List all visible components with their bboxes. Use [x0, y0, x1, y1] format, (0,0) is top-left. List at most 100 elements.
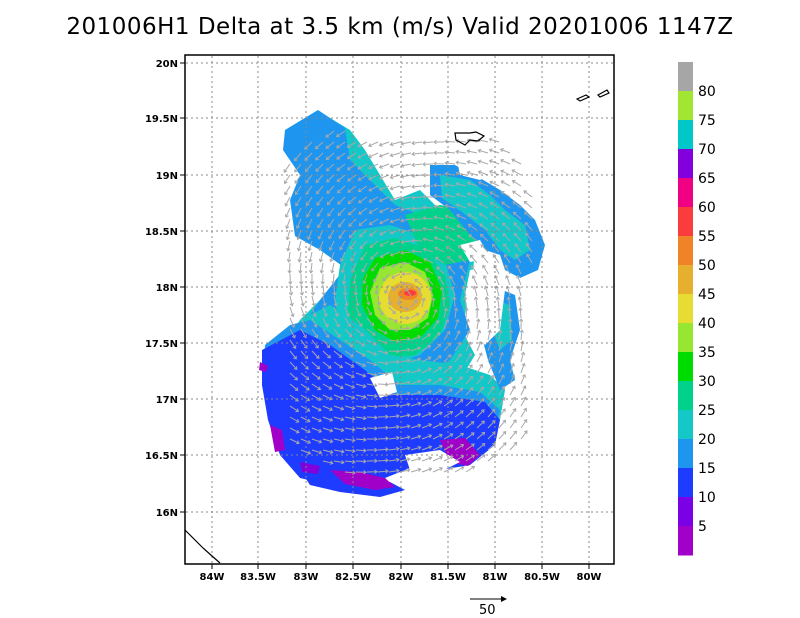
wind-vector-head	[514, 243, 519, 247]
wind-vector	[377, 328, 388, 334]
wind-vector-head	[358, 210, 363, 215]
wind-vector	[443, 342, 451, 352]
wind-vector-head	[489, 363, 494, 368]
wind-vector-head	[449, 275, 454, 280]
wind-vector-head	[492, 442, 496, 447]
wind-vector-head	[490, 223, 495, 227]
wind-vector	[410, 358, 421, 363]
wind-vector-head	[389, 197, 394, 202]
wind-vector	[284, 185, 291, 195]
wind-vector-head	[459, 399, 464, 403]
wind-vector-head	[411, 184, 415, 189]
wind-vector-head	[306, 418, 311, 423]
wind-vector-head	[438, 422, 443, 427]
wind-vector-head	[431, 297, 436, 301]
wind-vector	[326, 152, 335, 160]
wind-vector	[516, 264, 522, 275]
wind-vector	[487, 409, 495, 418]
wind-vector-head	[374, 447, 378, 453]
wind-vector-head	[400, 163, 405, 168]
wind-vector-head	[500, 363, 505, 367]
wind-vector	[471, 265, 478, 275]
wind-vector	[470, 255, 478, 264]
wind-vector	[369, 240, 379, 248]
wind-vector	[325, 141, 335, 149]
wind-vector	[289, 361, 298, 370]
wind-vector	[388, 317, 398, 323]
wind-vector	[422, 217, 434, 220]
colorbar-segment	[678, 439, 693, 469]
wind-vector	[379, 174, 390, 180]
wind-vector-head	[449, 399, 454, 404]
wind-vector	[360, 251, 368, 261]
wind-vector	[357, 152, 368, 159]
wind-vector	[399, 359, 410, 363]
wind-vector-head	[387, 302, 392, 306]
wind-vector-head	[325, 145, 330, 149]
wind-vector-head	[389, 153, 394, 158]
wind-vector	[498, 431, 507, 440]
wind-vector	[300, 306, 305, 317]
wind-vector-head	[364, 292, 369, 296]
wind-vector	[467, 203, 478, 209]
wind-vector-head	[305, 202, 310, 207]
wind-vector	[487, 386, 495, 396]
wind-vector	[298, 251, 302, 262]
wind-vector-head	[406, 358, 411, 363]
wind-vector	[344, 328, 352, 337]
wind-vector-head	[302, 324, 307, 328]
wind-vector	[333, 405, 344, 410]
wind-vector-head	[329, 407, 333, 412]
wind-vector-head	[428, 378, 432, 383]
wind-vector-head	[433, 204, 438, 209]
wind-vector-head	[350, 257, 355, 262]
wind-vector	[498, 420, 506, 429]
wind-vector	[300, 427, 311, 433]
colorbar-label: 10	[698, 490, 716, 506]
wind-vector	[390, 218, 401, 223]
wind-vector-head	[492, 254, 497, 258]
wind-vector-head	[330, 269, 335, 274]
wind-vector-head	[499, 351, 504, 356]
wind-vector	[465, 443, 475, 451]
wind-vector	[355, 361, 366, 367]
wind-vector	[478, 171, 489, 176]
wind-vector	[429, 287, 434, 297]
wind-vector	[349, 229, 357, 238]
wind-vector	[434, 247, 445, 253]
wind-vector-head	[389, 175, 394, 180]
wind-vector-head	[296, 440, 300, 445]
wind-vector	[388, 328, 398, 332]
wind-vector-head	[289, 302, 294, 307]
wind-vector	[501, 201, 511, 209]
wind-vector-head	[512, 396, 516, 401]
x-tick-label: 83.5W	[240, 572, 276, 583]
wind-vector	[443, 308, 447, 319]
y-tick-label: 16N	[156, 508, 178, 519]
wind-vector-head	[400, 250, 404, 256]
wind-vector	[355, 372, 366, 377]
wind-vector-head	[304, 157, 309, 161]
wind-vector	[498, 352, 503, 363]
wind-vector	[468, 224, 478, 231]
wind-vector	[410, 413, 421, 418]
wind-vector	[390, 152, 401, 157]
wind-vector	[432, 434, 443, 440]
wind-vector-head	[384, 290, 389, 294]
wind-vector-head	[477, 180, 482, 185]
wind-vector	[524, 222, 533, 231]
wind-vector	[481, 254, 489, 264]
wind-vector-head	[450, 285, 455, 290]
wind-vector-head	[308, 258, 313, 263]
wind-vector-head	[466, 181, 471, 186]
wind-vector	[336, 130, 346, 137]
wind-vector	[410, 312, 419, 319]
wind-vector	[401, 141, 412, 145]
wind-vector	[465, 341, 471, 352]
wind-vector-head	[406, 424, 411, 429]
wind-vector	[411, 196, 423, 199]
wind-vector	[377, 470, 389, 473]
wind-vector-head	[385, 436, 389, 441]
wind-vector-head	[502, 419, 506, 424]
wind-vector	[368, 152, 379, 158]
